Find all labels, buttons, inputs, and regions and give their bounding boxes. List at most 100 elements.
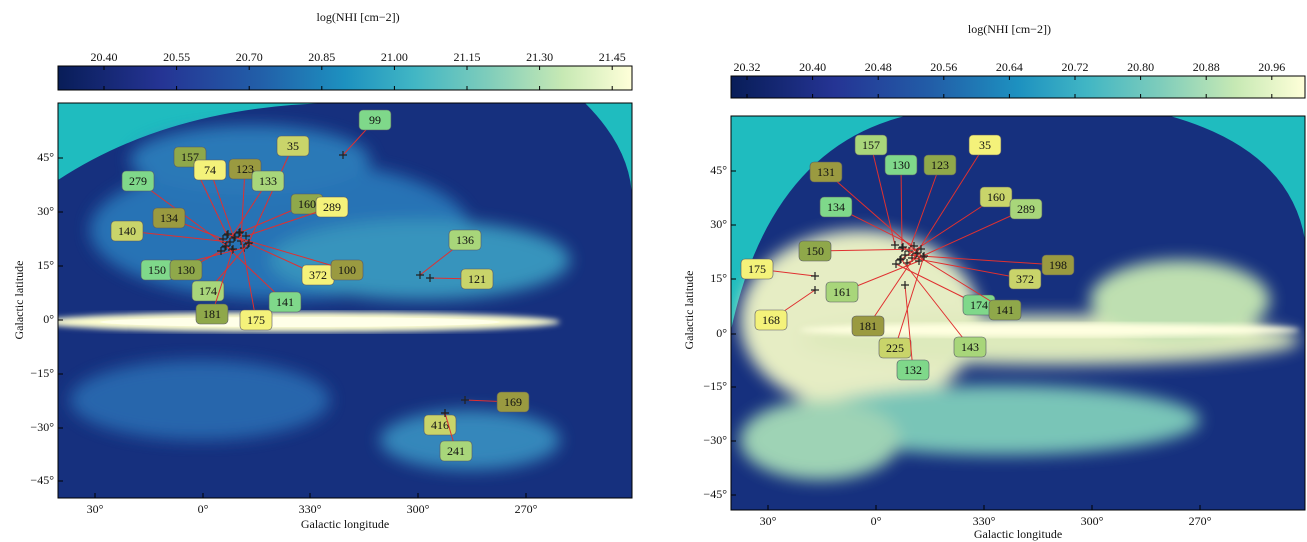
y-tick-label: −30°	[703, 433, 727, 447]
label-text: 372	[1016, 272, 1034, 286]
colorbar-tick-label: 20.40	[799, 60, 826, 74]
source-label: 279	[122, 171, 154, 191]
source-label: 168	[755, 310, 787, 330]
colorbar-tick-label: 21.45	[599, 50, 626, 64]
label-text: 123	[236, 162, 254, 176]
y-tick-label: −45°	[703, 487, 727, 501]
label-text: 132	[904, 363, 922, 377]
colorbar-label: log(NHI [cm−2])	[317, 10, 400, 24]
label-text: 174	[970, 298, 988, 312]
y-tick-label: 0°	[43, 312, 54, 326]
label-text: 157	[862, 138, 880, 152]
source-label: 121	[461, 269, 493, 289]
y-tick-label: 45°	[37, 150, 54, 164]
source-label: 150	[799, 241, 831, 261]
x-tick-label: 300°	[1081, 514, 1104, 528]
y-tick-label: 15°	[710, 271, 727, 285]
label-text: 150	[148, 263, 166, 277]
source-label: 289	[1010, 199, 1042, 219]
x-tick-label: 30°	[87, 502, 104, 516]
colorbar-label: log(NHI [cm−2])	[968, 22, 1051, 36]
source-label: 130	[170, 260, 202, 280]
source-label: 241	[440, 441, 472, 461]
label-text: 160	[987, 190, 1005, 204]
x-tick-label: 300°	[407, 502, 430, 516]
label-text: 175	[748, 262, 766, 276]
y-tick-label: 30°	[37, 204, 54, 218]
x-axis-label: Galactic longitude	[974, 527, 1062, 541]
source-label: 35	[277, 136, 309, 156]
label-text: 161	[833, 285, 851, 299]
source-label: 157	[855, 135, 887, 155]
colorbar	[731, 76, 1305, 98]
x-tick-label: 330°	[299, 502, 322, 516]
source-label: 416	[424, 415, 456, 435]
source-label: 175	[741, 259, 773, 279]
source-label: 99	[359, 110, 391, 130]
colorbar-tick-label: 20.88	[1193, 60, 1220, 74]
label-text: 130	[177, 263, 195, 277]
label-text: 416	[431, 418, 449, 432]
source-label: 198	[1042, 255, 1074, 275]
source-label: 372	[1009, 269, 1041, 289]
colorbar-tick-label: 20.40	[91, 50, 118, 64]
source-label: 175	[240, 310, 272, 330]
colorbar-tick-label: 20.32	[734, 60, 761, 74]
label-text: 99	[369, 113, 381, 127]
y-tick-label: −15°	[703, 379, 727, 393]
source-label: 372	[302, 265, 334, 285]
y-axis-label: Galactic latitude	[682, 271, 696, 350]
label-text: 140	[118, 224, 136, 238]
label-text: 372	[309, 268, 327, 282]
colorbar-tick-label: 20.96	[1258, 60, 1285, 74]
colorbar	[58, 66, 632, 90]
colorbar-tick-label: 20.80	[1127, 60, 1154, 74]
source-label: 143	[954, 337, 986, 357]
label-text: 181	[859, 319, 877, 333]
source-label: 225	[879, 338, 911, 358]
source-label: 131	[810, 162, 842, 182]
source-label: 161	[826, 282, 858, 302]
colorbar-tick-label: 20.72	[1062, 60, 1089, 74]
y-tick-label: −15°	[30, 366, 54, 380]
source-label: 140	[111, 221, 143, 241]
label-text: 150	[806, 244, 824, 258]
label-text: 134	[827, 200, 845, 214]
x-tick-label: 330°	[973, 514, 996, 528]
label-text: 134	[160, 211, 178, 225]
source-label: 136	[449, 230, 481, 250]
source-label: 134	[820, 197, 852, 217]
source-label: 160	[980, 187, 1012, 207]
label-text: 35	[979, 138, 991, 152]
label-text: 141	[996, 303, 1014, 317]
colorbar-tick-label: 21.15	[454, 50, 481, 64]
label-text: 241	[447, 444, 465, 458]
source-label: 130	[885, 155, 917, 175]
label-text: 121	[468, 272, 486, 286]
source-label: 181	[196, 304, 228, 324]
label-text: 279	[129, 174, 147, 188]
label-text: 133	[259, 174, 277, 188]
y-axis-label: Galactic latitude	[12, 261, 26, 340]
label-text: 136	[456, 233, 474, 247]
label-text: 130	[892, 158, 910, 172]
colorbar-tick-label: 20.85	[308, 50, 335, 64]
source-label: 74	[194, 160, 226, 180]
colorbar-tick-label: 20.64	[996, 60, 1023, 74]
y-tick-label: −30°	[30, 420, 54, 434]
source-label: 169	[497, 392, 529, 412]
y-tick-label: 30°	[710, 217, 727, 231]
label-text: 289	[323, 200, 341, 214]
colorbar-tick-label: 20.70	[236, 50, 263, 64]
source-label: 100	[331, 260, 363, 280]
label-text: 168	[762, 313, 780, 327]
colorbar-tick-label: 20.55	[163, 50, 190, 64]
x-tick-label: 0°	[871, 514, 882, 528]
colorbar-tick-label: 21.30	[526, 50, 553, 64]
colorbar-tick-label: 21.00	[381, 50, 408, 64]
figure: log(NHI [cm−2]) 20.40 20.55 20.70 20.85 21.00…	[0, 0, 1307, 542]
y-tick-label: 15°	[37, 258, 54, 272]
source-label: 134	[153, 208, 185, 228]
label-text: 141	[276, 295, 294, 309]
source-label: 141	[269, 292, 301, 312]
